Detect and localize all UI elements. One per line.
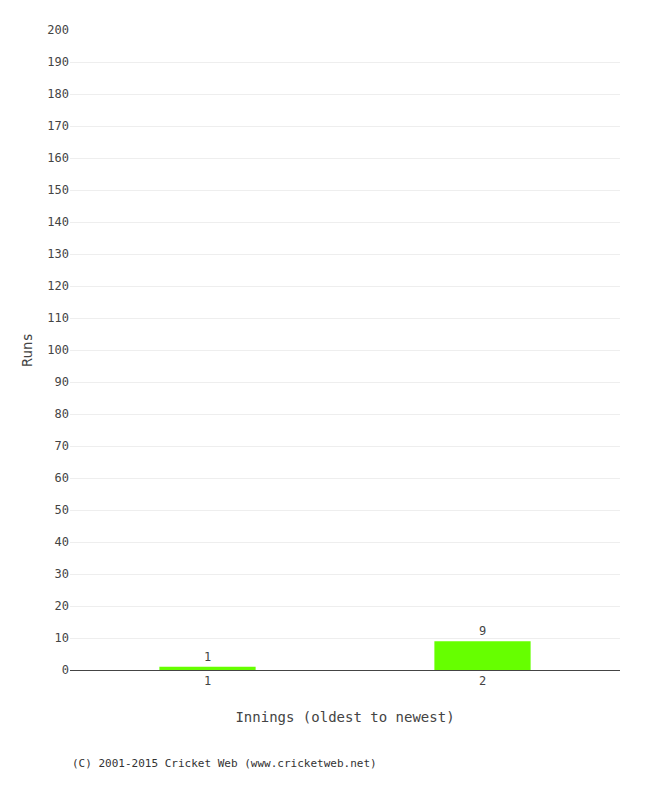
svg-text:2: 2	[479, 674, 486, 688]
svg-text:140: 140	[47, 215, 69, 229]
svg-text:190: 190	[47, 55, 69, 69]
svg-text:Runs: Runs	[19, 333, 35, 367]
svg-text:150: 150	[47, 183, 69, 197]
svg-text:1: 1	[204, 674, 211, 688]
svg-text:180: 180	[47, 87, 69, 101]
svg-text:10: 10	[55, 631, 69, 645]
svg-text:1: 1	[204, 650, 211, 664]
svg-text:200: 200	[47, 23, 69, 37]
svg-text:30: 30	[55, 567, 69, 581]
svg-text:90: 90	[55, 375, 69, 389]
svg-text:160: 160	[47, 151, 69, 165]
svg-text:20: 20	[55, 599, 69, 613]
svg-text:110: 110	[47, 311, 69, 325]
svg-text:170: 170	[47, 119, 69, 133]
svg-text:9: 9	[479, 624, 486, 638]
svg-text:(C) 2001-2015 Cricket Web (www: (C) 2001-2015 Cricket Web (www.cricketwe…	[72, 757, 377, 770]
svg-text:130: 130	[47, 247, 69, 261]
svg-text:100: 100	[47, 343, 69, 357]
svg-text:120: 120	[47, 279, 69, 293]
svg-text:0: 0	[62, 663, 69, 677]
svg-text:60: 60	[55, 471, 69, 485]
svg-text:80: 80	[55, 407, 69, 421]
svg-text:70: 70	[55, 439, 69, 453]
svg-text:Innings (oldest to newest): Innings (oldest to newest)	[235, 709, 454, 725]
svg-text:40: 40	[55, 535, 69, 549]
svg-text:50: 50	[55, 503, 69, 517]
